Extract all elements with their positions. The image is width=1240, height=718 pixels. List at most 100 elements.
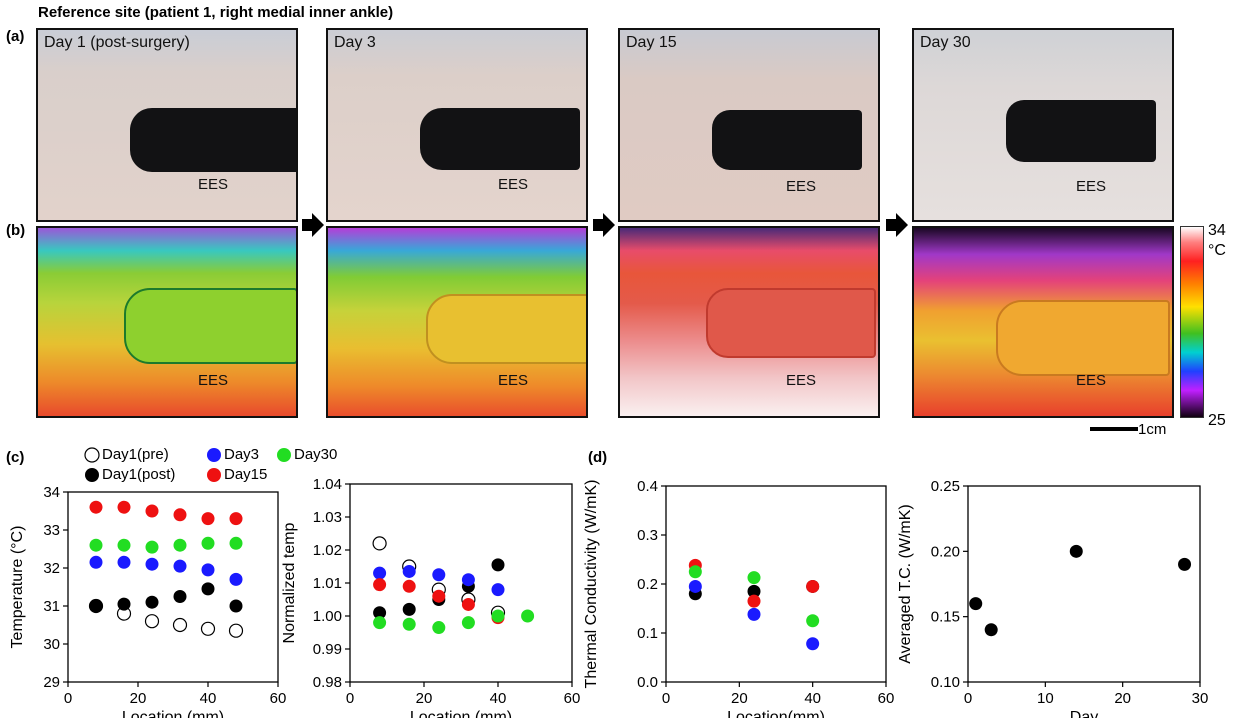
x-tick-label: 40: [200, 690, 217, 707]
ees-device-thermal: [996, 300, 1170, 376]
y-tick-label: 0.4: [637, 478, 658, 495]
plot-frame: [67, 491, 279, 683]
data-point: [373, 616, 387, 630]
x-tick-label: 20: [731, 690, 748, 707]
chart-thermal-conductivity: 0 20 40 60 0.0 0.1 0.2 0.3 0.4 Location(mm) Therma…: [584, 478, 894, 718]
thermal-day1: EES: [36, 226, 298, 418]
y-tick-label: 1.03: [313, 509, 342, 526]
thermal-day30: EES: [912, 226, 1174, 418]
data-point: [806, 579, 820, 593]
data-point: [461, 573, 475, 587]
y-tick-label: 1.00: [313, 608, 342, 625]
legend-marker-day30: [277, 448, 291, 462]
data-point: [201, 512, 215, 526]
y-tick-label: 0.2: [637, 576, 658, 593]
data-point: [402, 564, 416, 578]
y-tick-label: 34: [43, 484, 60, 501]
data-point: [117, 555, 131, 569]
legend-label-day3: Day3: [224, 446, 260, 463]
data-point: [173, 508, 187, 522]
data-point: [461, 597, 475, 611]
legend: Day1(pre) Day3 Day30 Day1(post) Day15: [32, 444, 392, 488]
photo-day1: Day 1 (post-surgery) EES: [36, 28, 298, 222]
x-tick-label: 20: [130, 690, 147, 707]
legend-marker-day1pre: [84, 447, 100, 463]
data-point: [145, 557, 159, 571]
y-tick-label: 1.01: [313, 575, 342, 592]
panel-label-a: (a): [6, 28, 25, 45]
right-arrow-icon: [886, 213, 908, 237]
x-tick-label: 0: [346, 690, 354, 707]
data-point: [984, 623, 998, 637]
x-tick-label: 10: [1037, 690, 1054, 707]
photo-day-label: Day 15: [626, 34, 677, 51]
y-tick-label: 33: [43, 522, 60, 539]
data-point: [806, 614, 820, 628]
thermal-day15: EES: [618, 226, 880, 418]
colorbar-unit: °C: [1208, 242, 1226, 259]
data-point: [373, 578, 387, 592]
data-point: [372, 536, 387, 551]
data-point: [402, 602, 416, 616]
data-point: [432, 589, 446, 603]
x-tick-label: 20: [416, 690, 433, 707]
ees-label: EES: [1076, 372, 1107, 389]
photo-day-label: Day 3: [334, 34, 376, 51]
legend-label-day1pre: Day1(pre): [102, 446, 169, 463]
y-tick-label: 0.98: [313, 674, 342, 691]
data-point: [172, 617, 188, 633]
photo-day30: Day 30 EES: [912, 28, 1174, 222]
photo-day3: Day 3 EES: [326, 28, 588, 222]
x-tick-label: 60: [878, 690, 894, 707]
y-tick-label: 0.20: [931, 543, 960, 560]
ees-device-photo: [1006, 100, 1156, 162]
data-point: [173, 538, 187, 552]
x-tick-label: 0: [64, 690, 72, 707]
data-point: [432, 621, 446, 635]
y-axis-label: Normalized temp: [281, 522, 298, 643]
data-point: [89, 500, 103, 514]
data-point: [373, 606, 387, 620]
data-point: [229, 599, 243, 613]
y-axis-label: Temperature (°C): [9, 526, 26, 649]
panel-label-b: (b): [6, 222, 26, 239]
y-tick-label: 30: [43, 636, 60, 653]
data-point: [402, 579, 416, 593]
data-point: [747, 607, 761, 621]
panel-label-c: (c): [6, 449, 25, 466]
ees-label: EES: [198, 176, 229, 193]
data-point: [491, 609, 505, 623]
legend-marker-day15: [207, 468, 221, 482]
x-tick-label: 0: [964, 690, 972, 707]
ees-device-thermal: [124, 288, 296, 364]
figure-title: Reference site (patient 1, right medial …: [38, 4, 394, 21]
colorbar-max: 34: [1208, 222, 1226, 239]
y-tick-label: 31: [43, 598, 60, 615]
data-point: [402, 617, 416, 631]
data-point: [1178, 557, 1192, 571]
data-point: [688, 579, 702, 593]
x-tick-label: 30: [1192, 690, 1209, 707]
colorbar: [1180, 226, 1204, 418]
legend-marker-day1post: [85, 468, 99, 482]
y-tick-label: 0.1: [637, 625, 658, 642]
data-point: [461, 616, 475, 630]
data-point: [145, 504, 159, 518]
photo-day-label: Day 30: [920, 34, 971, 51]
data-point: [117, 500, 131, 514]
data-point: [89, 555, 103, 569]
y-tick-label: 32: [43, 560, 60, 577]
ees-label: EES: [198, 372, 229, 389]
data-point: [89, 538, 103, 552]
ees-label: EES: [786, 372, 817, 389]
y-tick-label: 0.15: [931, 609, 960, 626]
y-tick-label: 0.0: [637, 674, 658, 691]
data-point: [201, 563, 215, 577]
photo-day15: Day 15 EES: [618, 28, 880, 222]
y-axis-label: Thermal Conductivity (W/mK): [584, 480, 600, 689]
data-point: [806, 637, 820, 651]
legend-label-day30: Day30: [294, 446, 338, 463]
right-arrow-icon: [593, 213, 615, 237]
ees-label: EES: [1076, 178, 1107, 195]
data-point: [201, 582, 215, 596]
